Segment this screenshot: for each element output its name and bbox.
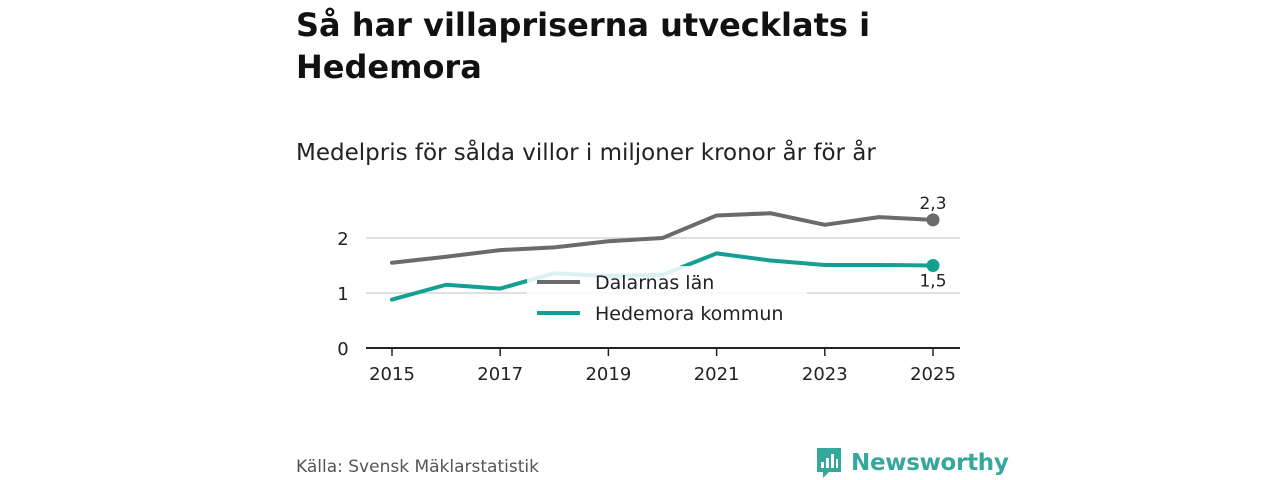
series-end-point [926, 213, 940, 227]
series-end-label: 1,5 [919, 272, 946, 292]
x-tick-label: 2025 [910, 364, 956, 385]
y-tick-label: 1 [337, 284, 348, 305]
y-tick-label: 0 [337, 339, 348, 360]
x-tick-label: 2017 [477, 364, 523, 385]
brand-name: Newsworthy [851, 450, 1009, 476]
series-end-label: 2,3 [919, 194, 946, 214]
legend-label: Dalarnas län [595, 272, 714, 294]
source-note: Källa: Svensk Mäklarstatistik [296, 457, 539, 477]
x-tick-label: 2015 [369, 364, 415, 385]
legend-background [527, 266, 807, 334]
x-tick-label: 2023 [802, 364, 848, 385]
newsworthy-logo-icon [817, 448, 841, 478]
x-tick-label: 2021 [694, 364, 740, 385]
newsworthy-brand[interactable]: Newsworthy [815, 446, 1009, 480]
series-line-dalarnas-lan [390, 211, 935, 265]
chart-subtitle: Medelpris för sålda villor i miljoner kr… [296, 140, 876, 166]
chart-title: Så har villapriserna utvecklats i Hedemo… [296, 6, 871, 86]
legend-label: Hedemora kommun [595, 303, 783, 325]
series-end-point [926, 259, 940, 272]
y-tick-label: 2 [337, 229, 348, 250]
x-tick-label: 2019 [585, 364, 631, 385]
